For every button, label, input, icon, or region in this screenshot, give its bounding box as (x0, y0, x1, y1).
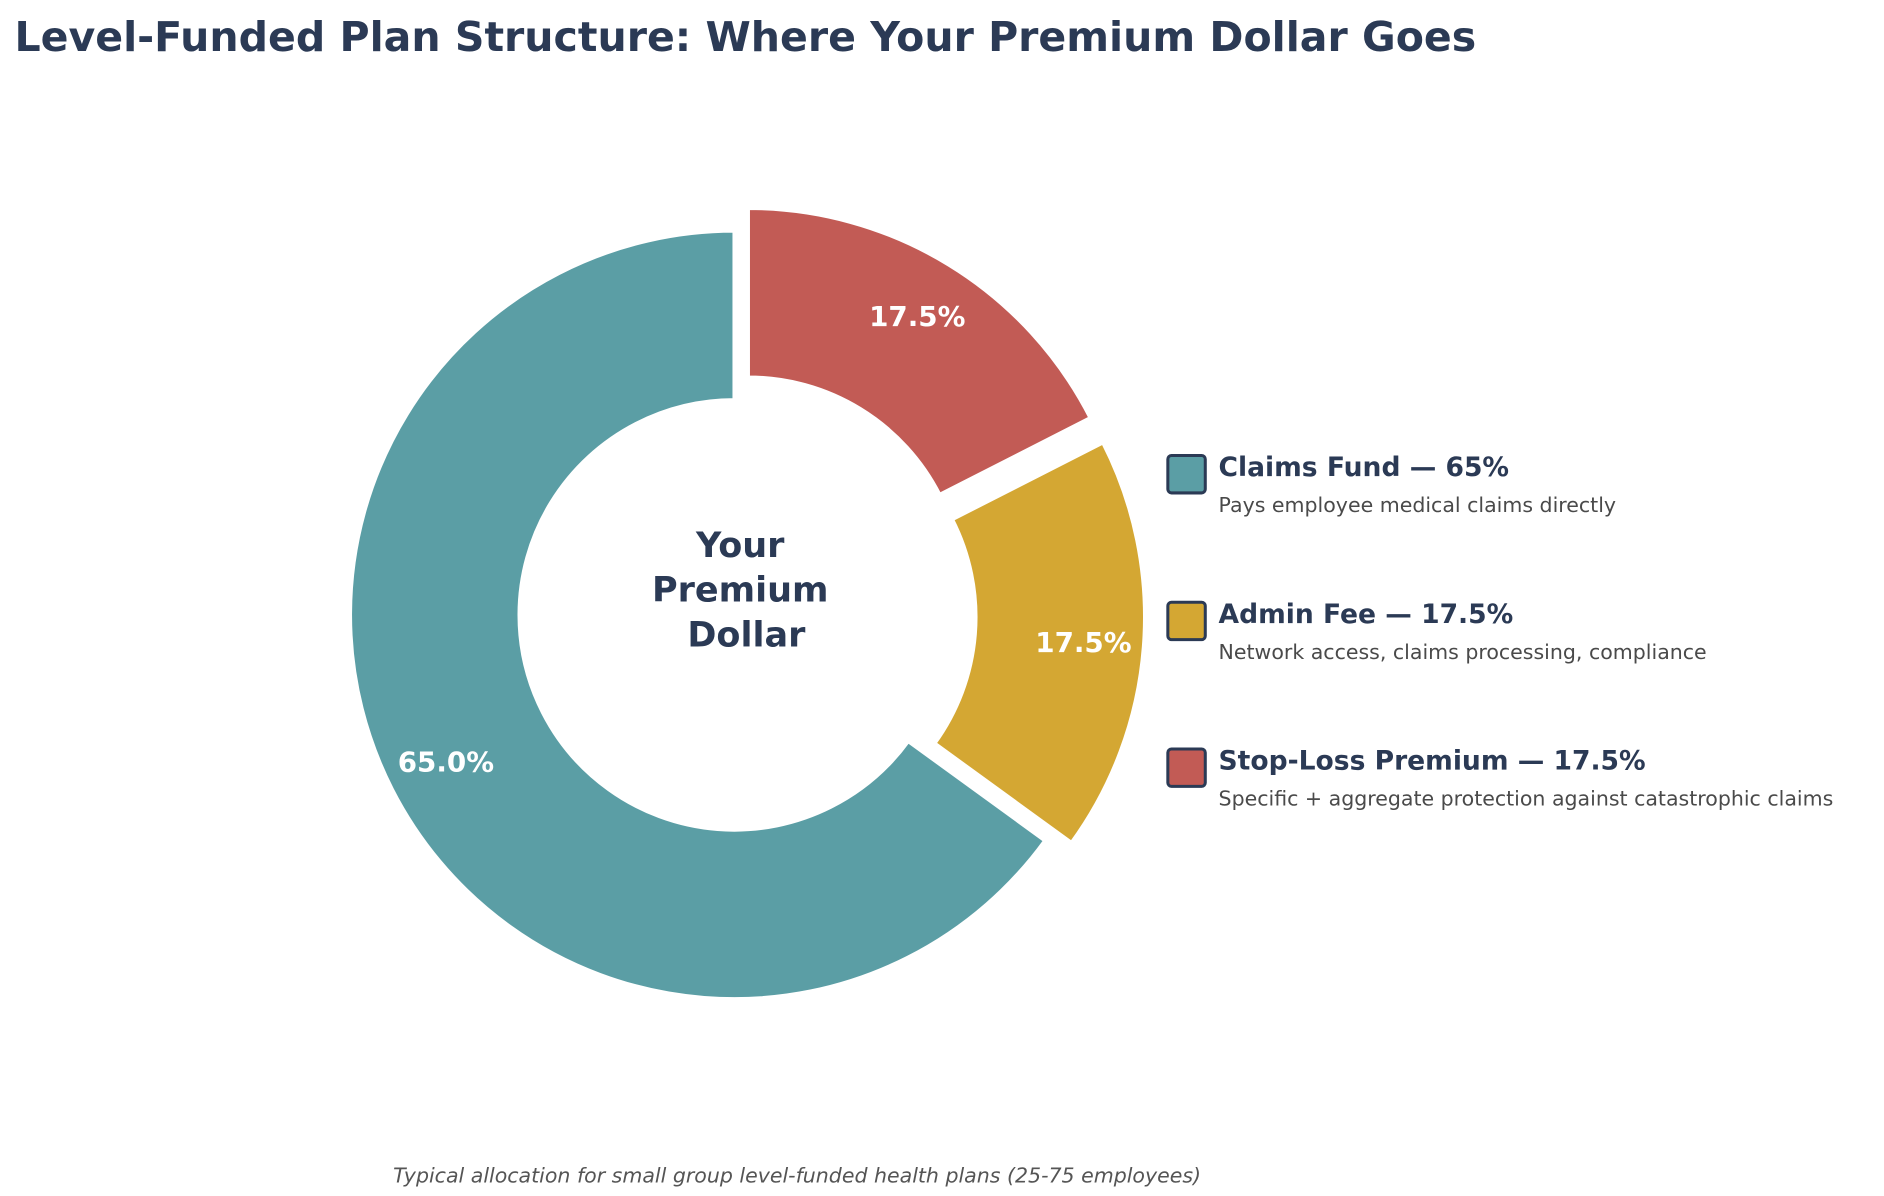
legend-swatch (1166, 600, 1207, 642)
legend-description: Pays employee medical claims directly (1219, 493, 1616, 517)
slice-value-label: 65.0% (398, 746, 494, 779)
slice-value-label: 17.5% (1035, 626, 1131, 659)
slice-claims-fund (348, 229, 1048, 1001)
legend-title: Claims Fund — 65% (1219, 452, 1510, 483)
legend: Claims Fund — 65% Pays employee medical c… (1166, 452, 1834, 811)
center-label-line: Premium (652, 570, 829, 611)
chart-title: Level-Funded Plan Structure: Where Your … (14, 13, 1476, 61)
legend-description: Specific + aggregate protection against … (1219, 787, 1834, 811)
legend-description: Network access, claims processing, compl… (1219, 640, 1707, 664)
slice-value-label: 17.5% (869, 300, 965, 333)
legend-swatch (1166, 453, 1207, 495)
slice-admin-fee (932, 440, 1147, 846)
footnote: Typical allocation for small group level… (393, 1164, 1201, 1188)
center-label-line: Dollar (687, 614, 806, 655)
slice-stop-loss-premium (746, 206, 1093, 498)
legend-title: Admin Fee — 17.5% (1219, 599, 1514, 630)
center-label-line: Your (695, 525, 785, 566)
legend-swatch (1166, 747, 1207, 788)
legend-title: Stop-Loss Premium — 17.5% (1219, 745, 1646, 776)
center-label: Your Premium Dollar (652, 525, 841, 655)
